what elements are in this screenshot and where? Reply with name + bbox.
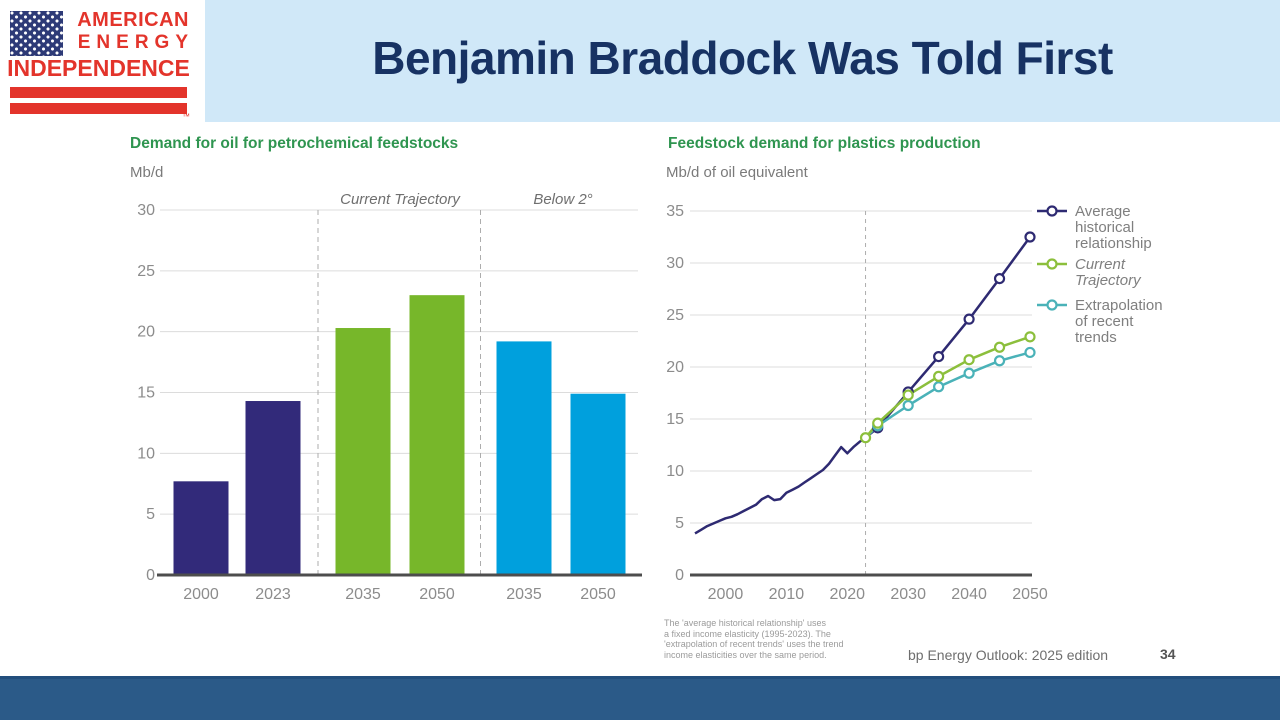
y-axis-unit-label: Mb/d of oil equivalent [666,164,809,181]
y-tick-label: 30 [666,255,684,272]
marker-current-trajectory [859,432,872,444]
bar-below-2--2050 [570,393,626,575]
y-tick-label: 20 [137,324,155,341]
legend-label-extrapolation-of-recent-trends: Extrapolation [1075,297,1163,314]
y-tick-label: 0 [146,567,155,584]
marker-average-historical-relationship [933,351,945,363]
line-chart-svg: Mb/d of oil equivalent 0 5 10 15 20 25 30 35 2000… [666,164,1163,603]
marker-current-trajectory [872,417,884,429]
x-tick-label: 2030 [890,586,926,603]
section-label-below-2: Below 2° [533,191,592,208]
x-tick-label: 2000 [183,586,219,603]
series-line-average-historical-relationship [864,236,1032,439]
page-number: 34 [1160,646,1176,662]
x-tick-label: 2050 [580,586,616,603]
y-tick-label: 20 [666,359,684,376]
x-tick-label: 2050 [1012,586,1048,603]
y-tick-label: 0 [675,567,684,584]
footnote-line: a fixed income elasticity (1995-2023). T… [664,628,831,639]
title-band: Benjamin Braddock Was Told First [205,0,1280,122]
marker-average-historical-relationship [993,272,1006,285]
footnote-line: The 'average historical relationship' us… [664,618,827,628]
x-tick-label: 2035 [345,586,381,603]
y-tick-label: 5 [675,515,684,532]
bottom-bar [0,676,1280,720]
legend-label-average-historical-relationship: relationship [1075,235,1152,252]
legend-label-extrapolation-of-recent-trends: trends [1075,329,1117,346]
flag-stripe [10,103,187,114]
y-tick-label: 35 [666,203,684,220]
american-energy-independence-logo: AMERICAN ENERGY INDEPENDENCE ™ [0,0,205,122]
slide-title: Benjamin Braddock Was Told First [372,32,1113,84]
y-tick-label: 10 [137,445,155,462]
y-tick-label: 15 [137,385,155,402]
trademark-symbol: ™ [182,112,190,121]
x-tick-label: 2050 [419,586,455,603]
x-tick-label: 2023 [255,586,291,603]
logo-word-independence: INDEPENDENCE [7,55,190,81]
flag-stripe [10,87,187,98]
x-tick-label: 2020 [829,586,865,603]
y-tick-label: 25 [137,263,155,280]
series-line-extrapolation-of-recent-trends [864,351,1031,439]
series-line-current-trajectory [864,335,1031,439]
marker-extrapolation-of-recent-trends [963,367,975,379]
x-tick-label: 2035 [506,586,542,603]
marker-current-trajectory [933,370,945,382]
left-chart-title: Demand for oil for petrochemical feedsto… [130,135,459,152]
right-chart-title: Feedstock demand for plastics production [668,135,981,152]
petrochemical-feedstocks-bar-chart: Mb/d 0 5 10 15 20 25 30 Current Trajectory Below … [115,160,655,615]
section-label-current-trajectory: Current Trajectory [340,191,461,208]
x-tick-label: 2010 [769,586,805,603]
series-line-history [694,436,867,535]
bar-history-2023 [245,401,301,575]
y-tick-label: 30 [137,202,155,219]
legend-swatch-marker [1046,205,1058,217]
marker-current-trajectory [993,341,1006,353]
logo-word-american: AMERICAN [77,9,189,31]
y-tick-label: 15 [666,411,684,428]
bar-below-2--2035 [496,341,552,575]
marker-average-historical-relationship [963,313,975,325]
source-attribution: bp Energy Outlook: 2025 edition [908,647,1109,663]
footnote: The 'average historical relationship' us… [664,618,844,660]
bar-history-2000 [173,481,229,575]
marker-current-trajectory [902,389,914,401]
marker-extrapolation-of-recent-trends [933,381,945,393]
legend-swatch-marker [1046,258,1058,270]
marker-current-trajectory [1024,331,1036,343]
y-axis-unit-label: Mb/d [130,164,163,181]
legend-label-average-historical-relationship: Average [1075,203,1131,220]
footnote-line: 'extrapolation of recent trends' uses th… [664,639,844,649]
logo-word-energy: ENERGY [77,32,194,53]
bar-current-trajectory-2035 [335,328,391,575]
bar-chart-svg: Mb/d 0 5 10 15 20 25 30 Current Trajectory Below … [130,164,642,603]
bar-current-trajectory-2050 [409,295,465,575]
y-tick-label: 5 [146,506,155,523]
flag-canton-icon [10,11,63,56]
x-tick-label: 2040 [951,586,987,603]
footnote-line: income elasticities over the same period… [664,649,827,660]
plastics-production-line-chart: Mb/d of oil equivalent 0 5 10 15 20 25 30 35 2000… [660,160,1280,615]
legend-label-current-trajectory: Current [1075,256,1126,273]
x-tick-label: 2000 [708,586,744,603]
y-tick-label: 25 [666,307,684,324]
legend-label-extrapolation-of-recent-trends: of recent [1075,313,1134,330]
legend-label-average-historical-relationship: historical [1075,219,1134,236]
marker-extrapolation-of-recent-trends [993,355,1006,367]
marker-current-trajectory [963,354,975,366]
legend-swatch-marker [1046,299,1058,311]
y-tick-label: 10 [666,463,684,480]
marker-extrapolation-of-recent-trends [902,399,914,412]
marker-extrapolation-of-recent-trends [1024,346,1036,359]
legend-label-current-trajectory: Trajectory [1075,272,1142,289]
marker-average-historical-relationship [1024,231,1036,243]
